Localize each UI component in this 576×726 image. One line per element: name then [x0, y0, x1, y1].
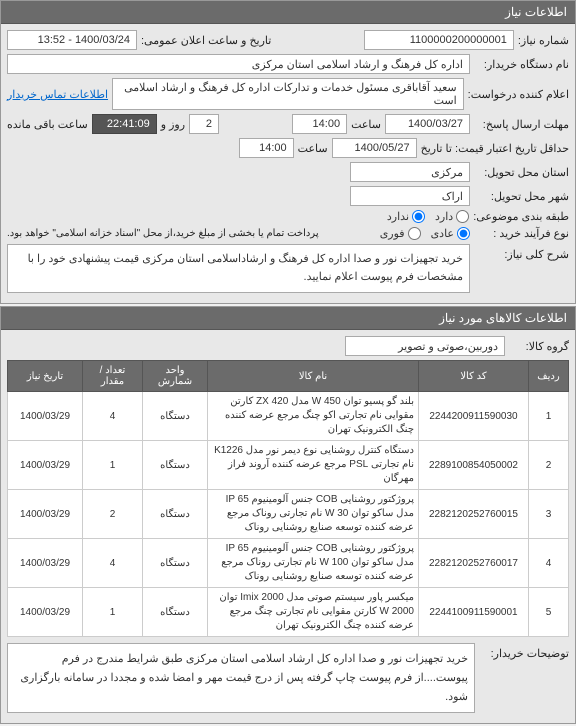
cell-qty: 4	[83, 539, 143, 588]
cell-date: 1400/03/29	[8, 392, 83, 441]
process-label: نوع فرآیند خرید :	[474, 227, 569, 240]
cell-qty: 1	[83, 588, 143, 637]
budget-label-0: دارد	[435, 210, 453, 223]
credit-label: حداقل تاریخ اعتبار قیمت: تا تاریخ	[421, 142, 569, 155]
cell-idx: 5	[529, 588, 569, 637]
prov-value: مرکزی	[350, 162, 470, 182]
cell-qty: 2	[83, 490, 143, 539]
process-label-1: فوری	[380, 227, 405, 240]
cell-date: 1400/03/29	[8, 441, 83, 490]
payment-note: پرداخت تمام یا بخشی از مبلغ خرید،از محل …	[7, 228, 319, 239]
cell-idx: 3	[529, 490, 569, 539]
buyer-desc-label: توضیحات خریدار:	[479, 643, 569, 660]
budget-label-1: ندارد	[387, 210, 409, 223]
cell-date: 1400/03/29	[8, 588, 83, 637]
goods-group-value: دوربین،صوتی و تصویر	[345, 336, 505, 356]
buyer-org-value: اداره کل فرهنگ و ارشاد اسلامی استان مرکز…	[7, 54, 470, 74]
cell-unit: دستگاه	[143, 490, 208, 539]
cell-name: بلند گو پسیو توان W 450 مدل ZX 420 کارتن…	[208, 392, 419, 441]
cell-code: 2244200911590030	[419, 392, 529, 441]
buyer-contact-link[interactable]: اطلاعات تماس خریدار	[7, 88, 108, 101]
cell-idx: 2	[529, 441, 569, 490]
prov-label: استان محل تحویل:	[474, 166, 569, 179]
budget-label: طبقه بندی موضوعی:	[473, 210, 569, 223]
cell-name: دستگاه کنترل روشنایی نوع دیمر نور مدل K1…	[208, 441, 419, 490]
credit-date-value: 1400/05/27	[332, 138, 417, 158]
need-no-label: شماره نیاز:	[518, 34, 569, 47]
need-info-header: اطلاعات نیاز	[1, 1, 575, 24]
process-radio-0[interactable]	[457, 227, 470, 240]
cell-unit: دستگاه	[143, 539, 208, 588]
remain-label: ساعت باقی مانده	[7, 118, 88, 131]
deadline-date-value: 1400/03/27	[385, 114, 470, 134]
process-option-0[interactable]: عادی	[431, 227, 470, 240]
table-row: 52244100911590001میکسر پاور سیستم صوتی م…	[8, 588, 569, 637]
buyer-desc-value: خرید تجهیزات نور و صدا اداره کل ارشاد اس…	[7, 643, 475, 713]
cell-qty: 1	[83, 441, 143, 490]
cell-name: میکسر پاور سیستم صوتی مدل Imix 2000 توان…	[208, 588, 419, 637]
table-header-3: واحد شمارش	[143, 361, 208, 392]
credit-hour-value: 14:00	[239, 138, 294, 158]
cell-unit: دستگاه	[143, 392, 208, 441]
countdown-days: 2	[189, 114, 219, 134]
table-header-0: ردیف	[529, 361, 569, 392]
process-option-1[interactable]: فوری	[380, 227, 421, 240]
hour-label-1: ساعت	[351, 118, 381, 131]
requester-label: اعلام کننده درخواست:	[468, 88, 569, 101]
deadline-hour-value: 14:00	[292, 114, 347, 134]
main-desc-value: خرید تجهیزات نور و صدا اداره کل فرهنگ و …	[7, 244, 470, 293]
table-header-4: تعداد / مقدار	[83, 361, 143, 392]
budget-option-1[interactable]: ندارد	[387, 210, 425, 223]
cell-date: 1400/03/29	[8, 490, 83, 539]
main-desc-label: شرح کلی نیاز:	[474, 244, 569, 261]
countdown-time: 22:41:09	[92, 114, 157, 134]
public-date-label: تاریخ و ساعت اعلان عمومی:	[141, 34, 271, 47]
hour-label-2: ساعت	[298, 142, 328, 155]
budget-radio-1[interactable]	[412, 210, 425, 223]
table-header-1: کد کالا	[419, 361, 529, 392]
process-radio-1[interactable]	[408, 227, 421, 240]
table-row: 42282120252760017پروژکتور روشنایی COB جن…	[8, 539, 569, 588]
cell-unit: دستگاه	[143, 588, 208, 637]
buyer-org-label: نام دستگاه خریدار:	[474, 58, 569, 71]
city-label: شهر محل تحویل:	[474, 190, 569, 203]
cell-qty: 4	[83, 392, 143, 441]
process-label-0: عادی	[431, 227, 454, 240]
day-label: روز و	[161, 118, 185, 131]
table-header-5: تاریخ نیاز	[8, 361, 83, 392]
cell-code: 2289100854050002	[419, 441, 529, 490]
items-table: ردیفکد کالانام کالاواحد شمارشتعداد / مقد…	[7, 360, 569, 637]
budget-radio-group: دارد ندارد	[387, 210, 469, 223]
cell-code: 2282120252760015	[419, 490, 529, 539]
items-info-panel: اطلاعات کالاهای مورد نیاز گروه کالا: دور…	[0, 306, 576, 724]
items-info-header: اطلاعات کالاهای مورد نیاز	[1, 307, 575, 330]
cell-date: 1400/03/29	[8, 539, 83, 588]
public-date-value: 1400/03/24 - 13:52	[7, 30, 137, 50]
process-radio-group: عادی فوری	[380, 227, 470, 240]
budget-option-0[interactable]: دارد	[435, 210, 469, 223]
cell-code: 2244100911590001	[419, 588, 529, 637]
cell-idx: 4	[529, 539, 569, 588]
table-row: 12244200911590030بلند گو پسیو توان W 450…	[8, 392, 569, 441]
need-no-value: 1100000200000001	[364, 30, 514, 50]
deadline-label: مهلت ارسال پاسخ:	[474, 118, 569, 131]
budget-radio-0[interactable]	[456, 210, 469, 223]
table-header-2: نام کالا	[208, 361, 419, 392]
cell-name: پروژکتور روشنایی COB جنس آلومینیوم IP 65…	[208, 539, 419, 588]
requester-value: سعید آقاباقری مسئول خدمات و تدارکات ادار…	[112, 78, 464, 110]
city-value: اراک	[350, 186, 470, 206]
cell-name: پروژکتور روشنایی COB جنس آلومینیوم IP 65…	[208, 490, 419, 539]
cell-idx: 1	[529, 392, 569, 441]
need-info-panel: اطلاعات نیاز شماره نیاز: 110000020000000…	[0, 0, 576, 304]
cell-unit: دستگاه	[143, 441, 208, 490]
cell-code: 2282120252760017	[419, 539, 529, 588]
goods-group-label: گروه کالا:	[509, 340, 569, 353]
table-row: 32282120252760015پروژکتور روشنایی COB جن…	[8, 490, 569, 539]
table-row: 22289100854050002دستگاه کنترل روشنایی نو…	[8, 441, 569, 490]
